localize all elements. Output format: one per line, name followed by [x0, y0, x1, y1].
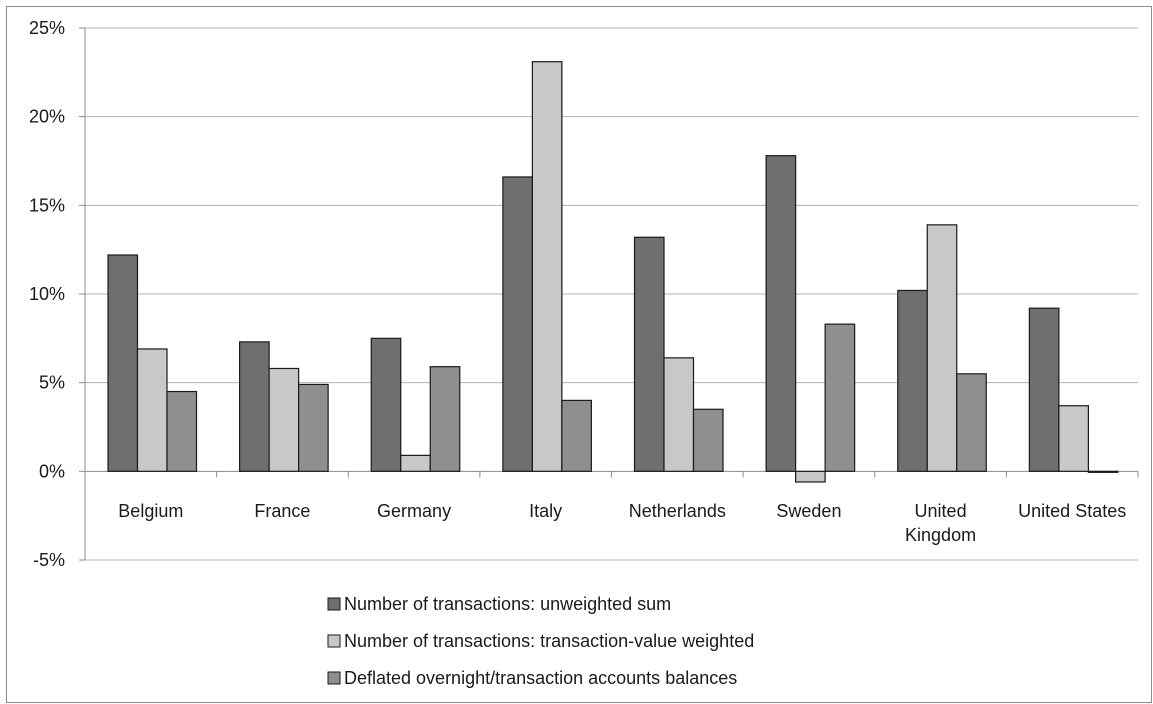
bar	[136, 348, 168, 472]
y-tick-label: 0%	[39, 461, 65, 481]
chart-frame	[6, 6, 1152, 703]
bar	[561, 399, 592, 472]
bar	[107, 254, 139, 472]
bar	[166, 390, 198, 472]
y-tick-label: 10%	[29, 284, 65, 304]
y-tick-label: 5%	[39, 373, 65, 393]
y-tick-label: 25%	[29, 18, 65, 38]
legend-swatch	[327, 671, 341, 685]
bars	[107, 61, 1119, 483]
y-tick-label: 20%	[29, 107, 65, 127]
category-label: United States	[1018, 501, 1126, 521]
bar	[663, 357, 695, 472]
bar	[633, 236, 665, 472]
bar	[400, 454, 431, 472]
bar	[897, 289, 928, 472]
legend: Number of transactions: unweighted sum Nu…	[327, 594, 754, 688]
category-label: France	[254, 501, 310, 521]
bar	[1087, 470, 1119, 473]
bar	[429, 366, 461, 472]
bar	[956, 373, 987, 472]
bar	[765, 155, 797, 472]
bar	[824, 323, 856, 472]
y-tick-label: -5%	[33, 550, 65, 570]
bar	[692, 408, 724, 472]
bar	[1058, 405, 1089, 472]
bar	[239, 341, 270, 472]
category-label: Netherlands	[629, 501, 726, 521]
legend-swatch	[327, 597, 341, 611]
category-label: United Kingdom	[905, 501, 976, 545]
bar	[1028, 307, 1060, 472]
gridlines	[85, 27, 1138, 561]
legend-label: Number of transactions: transaction-valu…	[344, 631, 754, 651]
legend-swatch	[327, 634, 341, 648]
category-label: Sweden	[776, 501, 841, 521]
bar	[531, 61, 563, 472]
category-label: Belgium	[118, 501, 183, 521]
bar	[502, 176, 533, 472]
bar	[370, 337, 402, 472]
category-labels: Belgium France Germany Italy Netherlands Swed…	[118, 501, 1126, 545]
bar	[268, 367, 300, 472]
bar	[298, 383, 329, 472]
bar	[795, 470, 826, 483]
legend-label: Deflated overnight/transaction accounts …	[344, 668, 737, 688]
category-label: Germany	[377, 501, 451, 521]
category-label: Italy	[529, 501, 562, 521]
y-tick-label: 15%	[29, 195, 65, 215]
bar	[926, 224, 958, 472]
legend-label: Number of transactions: unweighted sum	[344, 594, 671, 614]
